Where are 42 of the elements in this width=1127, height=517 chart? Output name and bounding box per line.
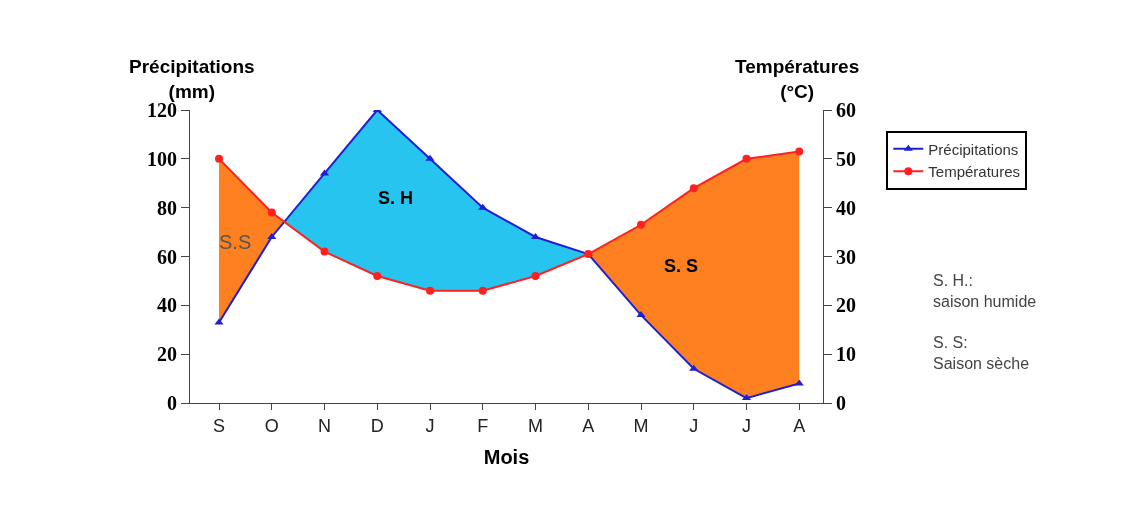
point bbox=[637, 220, 646, 229]
y-tick-label: 80 bbox=[157, 196, 177, 219]
y2-tick-label: 40 bbox=[836, 196, 856, 219]
x-tick-label: M bbox=[633, 415, 649, 436]
point bbox=[267, 232, 277, 239]
point bbox=[689, 364, 699, 371]
annotation: S. S bbox=[664, 256, 699, 276]
x-tick-label: J bbox=[689, 415, 699, 436]
x-tick-label: J bbox=[425, 415, 435, 436]
x-tick-label: D bbox=[370, 415, 384, 436]
y-tick-label: 60 bbox=[157, 245, 177, 268]
legend-label: Précipitations bbox=[928, 140, 1019, 158]
annotation: S.S bbox=[219, 231, 252, 253]
x-tick-label: A bbox=[793, 415, 806, 436]
point bbox=[636, 311, 646, 318]
x-tick-label: J bbox=[742, 415, 752, 436]
y2-tick-label: 0 bbox=[836, 392, 846, 414]
x-tick-label: F bbox=[477, 415, 489, 436]
text: S. H.: saison humide bbox=[933, 272, 1037, 310]
point bbox=[215, 154, 224, 163]
x-tick-label: O bbox=[264, 415, 279, 436]
text: S. S: Saison sèche bbox=[933, 334, 1030, 372]
y-tick-label: 0 bbox=[167, 392, 177, 414]
y-tick-label: 40 bbox=[157, 294, 177, 317]
y2-tick-label: 60 bbox=[836, 99, 856, 121]
x-tick-label: N bbox=[318, 415, 332, 436]
point bbox=[689, 184, 698, 193]
y2-tick-label: 20 bbox=[836, 294, 856, 317]
point bbox=[742, 154, 751, 163]
y2-tick-label: 50 bbox=[836, 147, 856, 170]
y2-tick-label: 30 bbox=[836, 245, 856, 268]
point bbox=[795, 147, 804, 156]
y-tick-label: 100 bbox=[147, 147, 177, 170]
y-tick-label: 20 bbox=[157, 343, 177, 366]
x-axis-title: Mois bbox=[483, 446, 530, 469]
y2-axis-title: Températures (°C) bbox=[735, 56, 860, 102]
y2-tick-label: 10 bbox=[836, 343, 856, 366]
x-tick-label: M bbox=[528, 415, 544, 436]
legend-label: Températures bbox=[928, 163, 1021, 181]
x-tick-label: A bbox=[582, 415, 595, 436]
point bbox=[267, 208, 276, 217]
x-tick-label: S bbox=[213, 415, 226, 436]
